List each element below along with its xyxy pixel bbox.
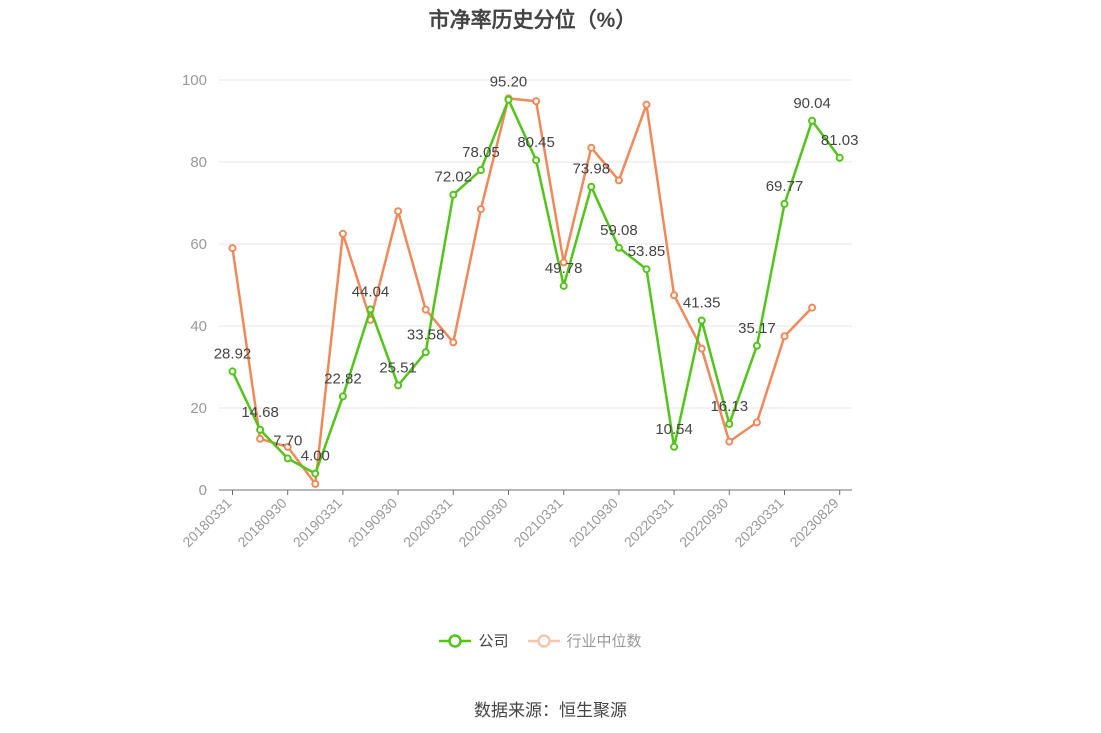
industry-point-12 (559, 258, 568, 267)
company-point-9 (476, 166, 485, 174)
industry-point-20 (780, 332, 789, 341)
series-line-industry (231, 97, 814, 486)
industry-point-2 (283, 442, 292, 451)
industry-point-18 (725, 437, 734, 446)
company-data-label-13: 73.98 (573, 161, 611, 178)
company-data-label-21: 90.04 (793, 95, 831, 112)
industry-point-17 (697, 344, 706, 353)
company-point-11 (532, 156, 541, 165)
company-point-17 (697, 316, 706, 325)
company-data-label-6: 25.51 (379, 359, 417, 376)
company-data-label-10: 95.20 (490, 74, 528, 91)
company-point-0 (228, 367, 237, 376)
legend-item-company[interactable]: 公司 (438, 630, 509, 651)
company-point-19 (752, 341, 761, 350)
company-data-label-1: 14.68 (241, 404, 279, 421)
x-tick-label-20190930: 20190930 (345, 495, 401, 551)
company-data-label-5: 44.04 (352, 283, 390, 300)
grid (219, 79, 852, 409)
industry-point-4 (338, 229, 347, 238)
industry-point-19 (752, 418, 761, 427)
y-tick-label-40: 40 (190, 318, 207, 335)
legend-label-company: 公司 (478, 633, 509, 650)
company-point-6 (394, 381, 403, 390)
company-point-8 (449, 190, 458, 199)
x-tick-label-20210331: 20210331 (510, 495, 566, 551)
legend-label-industry: 行业中位数 (566, 633, 642, 650)
company-point-10 (504, 95, 513, 104)
x-tick-label-20230829: 20230829 (786, 495, 842, 551)
x-tick-label-20210930: 20210930 (566, 495, 622, 551)
company-data-label-3: 4.00 (301, 448, 330, 465)
chart-title: 市净率历史分位（%） (428, 9, 637, 32)
company-data-label-4: 22.82 (324, 370, 362, 387)
y-tick-label-60: 60 (190, 236, 207, 253)
industry-point-9 (476, 205, 485, 214)
industry-point-6 (394, 207, 403, 216)
company-point-3 (311, 469, 320, 478)
y-tick-label-0: 0 (199, 482, 207, 499)
company-data-label-7: 33.58 (407, 326, 445, 343)
company-data-label-17: 41.35 (683, 295, 721, 312)
company-data-label-2: 7.70 (273, 432, 302, 449)
x-tick-label-20200331: 20200331 (400, 495, 456, 551)
legend-marker-industry (527, 633, 560, 648)
company-data-label-14: 59.08 (600, 222, 638, 239)
industry-point-16 (670, 291, 679, 300)
x-tick-label-20200930: 20200930 (455, 495, 511, 551)
company-point-18 (725, 419, 734, 428)
company-point-12 (559, 281, 568, 290)
x-tick-label-20190331: 20190331 (290, 495, 346, 551)
company-point-20 (780, 199, 789, 208)
company-point-7 (421, 348, 430, 357)
company-data-label-9: 78.05 (462, 144, 500, 161)
company-data-label-22: 81.03 (821, 132, 859, 149)
company-data-label-19: 35.17 (738, 320, 776, 337)
industry-point-14 (614, 176, 623, 185)
x-tick-label-20220930: 20220930 (676, 495, 732, 551)
industry-point-21 (808, 303, 817, 312)
company-data-label-20: 69.77 (766, 178, 804, 195)
y-tick-label-20: 20 (190, 400, 207, 417)
data-source: 数据来源：恒生聚源 (474, 701, 627, 720)
company-data-label-0: 28.92 (214, 345, 252, 362)
company-point-2 (283, 454, 292, 463)
y-tick-label-100: 100 (182, 72, 207, 89)
series (228, 94, 844, 488)
industry-point-13 (587, 143, 596, 152)
x-tick-label-20220331: 20220331 (621, 495, 677, 551)
industry-point-1 (256, 434, 265, 443)
x-tick-label-20230331: 20230331 (731, 495, 787, 551)
company-point-1 (256, 425, 265, 434)
x-tick-label-20180930: 20180930 (234, 495, 290, 551)
industry-point-3 (311, 479, 320, 488)
axes: 0 20 40 60 80 100 20180331 20180930 20190331 2019… (179, 72, 852, 550)
company-point-4 (338, 392, 347, 401)
company-point-5 (366, 305, 375, 314)
legend-item-industry[interactable]: 行业中位数 (527, 630, 642, 651)
company-data-label-11: 80.45 (517, 134, 555, 151)
y-tick-label-80: 80 (190, 154, 207, 171)
company-data-label-8: 72.02 (435, 169, 473, 186)
company-data-label-12: 49.78 (545, 260, 583, 277)
industry-point-11 (532, 97, 541, 106)
x-tick-label-20180331: 20180331 (179, 495, 235, 551)
industry-point-8 (449, 338, 458, 347)
company-point-21 (808, 116, 817, 125)
industry-point-15 (642, 100, 651, 109)
company-data-label-18: 16.13 (711, 398, 749, 415)
legend-marker-company (439, 633, 472, 648)
company-point-16 (670, 442, 679, 451)
company-data-label-16: 10.54 (655, 421, 693, 438)
industry-point-7 (421, 305, 430, 314)
industry-point-0 (228, 244, 237, 253)
company-point-22 (835, 153, 844, 162)
legend: 公司 行业中位数 (0, 630, 1080, 651)
company-point-14 (614, 243, 623, 252)
company-point-15 (642, 265, 651, 274)
company-point-13 (587, 182, 596, 191)
data-labels: 28.92 14.68 7.704.00 22.82 44.04 25.51 33.58 72… (214, 74, 859, 465)
company-data-label-15: 53.85 (628, 243, 666, 260)
